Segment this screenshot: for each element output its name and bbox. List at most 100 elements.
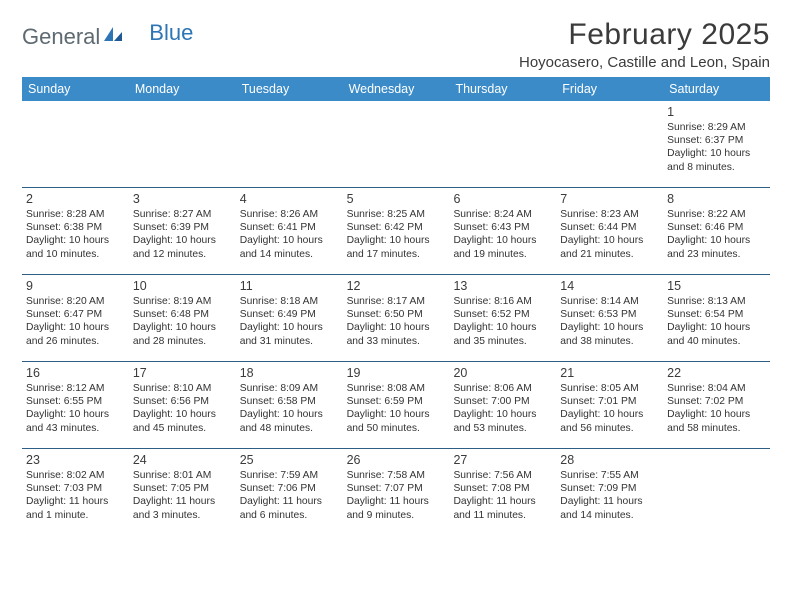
daylight-text: Daylight: 10 hours and 53 minutes. (453, 408, 552, 434)
sunset-text: Sunset: 6:46 PM (667, 221, 766, 234)
daylight-text: Daylight: 10 hours and 31 minutes. (240, 321, 339, 347)
calendar-cell: 21Sunrise: 8:05 AMSunset: 7:01 PMDayligh… (556, 362, 663, 448)
daylight-text: Daylight: 10 hours and 58 minutes. (667, 408, 766, 434)
daylight-text: Daylight: 10 hours and 17 minutes. (347, 234, 446, 260)
logo: General Blue (22, 18, 193, 50)
calendar-week-row: 1Sunrise: 8:29 AMSunset: 6:37 PMDaylight… (22, 101, 770, 187)
sunset-text: Sunset: 6:37 PM (667, 134, 766, 147)
calendar-cell: 8Sunrise: 8:22 AMSunset: 6:46 PMDaylight… (663, 188, 770, 274)
daylight-text: Daylight: 10 hours and 56 minutes. (560, 408, 659, 434)
calendar-cell: 4Sunrise: 8:26 AMSunset: 6:41 PMDaylight… (236, 188, 343, 274)
day-header: Wednesday (343, 77, 450, 101)
sunset-text: Sunset: 7:09 PM (560, 482, 659, 495)
sail-icon (103, 24, 123, 50)
sunrise-text: Sunrise: 8:18 AM (240, 295, 339, 308)
sunrise-text: Sunrise: 7:58 AM (347, 469, 446, 482)
calendar-cell (22, 101, 129, 187)
daylight-text: Daylight: 11 hours and 1 minute. (26, 495, 125, 521)
calendar-cell: 27Sunrise: 7:56 AMSunset: 7:08 PMDayligh… (449, 449, 556, 535)
sunrise-text: Sunrise: 7:56 AM (453, 469, 552, 482)
day-number: 4 (240, 191, 339, 207)
sunrise-text: Sunrise: 8:04 AM (667, 382, 766, 395)
sunrise-text: Sunrise: 8:23 AM (560, 208, 659, 221)
sunset-text: Sunset: 6:42 PM (347, 221, 446, 234)
calendar-cell: 10Sunrise: 8:19 AMSunset: 6:48 PMDayligh… (129, 275, 236, 361)
day-number: 12 (347, 278, 446, 294)
day-number: 5 (347, 191, 446, 207)
daylight-text: Daylight: 10 hours and 19 minutes. (453, 234, 552, 260)
day-header: Saturday (663, 77, 770, 101)
logo-text-b: Blue (149, 20, 193, 46)
month-title: February 2025 (519, 18, 770, 52)
topbar: General Blue February 2025 Hoyocasero, C… (22, 18, 770, 71)
calendar-cell: 9Sunrise: 8:20 AMSunset: 6:47 PMDaylight… (22, 275, 129, 361)
sunrise-text: Sunrise: 8:05 AM (560, 382, 659, 395)
sunset-text: Sunset: 6:39 PM (133, 221, 232, 234)
header-right: February 2025 Hoyocasero, Castille and L… (519, 18, 770, 71)
calendar-week-row: 9Sunrise: 8:20 AMSunset: 6:47 PMDaylight… (22, 274, 770, 361)
daylight-text: Daylight: 11 hours and 14 minutes. (560, 495, 659, 521)
sunset-text: Sunset: 6:58 PM (240, 395, 339, 408)
calendar-cell: 26Sunrise: 7:58 AMSunset: 7:07 PMDayligh… (343, 449, 450, 535)
sunset-text: Sunset: 7:03 PM (26, 482, 125, 495)
calendar-cell (236, 101, 343, 187)
day-header: Tuesday (236, 77, 343, 101)
day-number: 24 (133, 452, 232, 468)
day-number: 18 (240, 365, 339, 381)
daylight-text: Daylight: 10 hours and 33 minutes. (347, 321, 446, 347)
daylight-text: Daylight: 10 hours and 45 minutes. (133, 408, 232, 434)
calendar-cell: 28Sunrise: 7:55 AMSunset: 7:09 PMDayligh… (556, 449, 663, 535)
sunset-text: Sunset: 7:00 PM (453, 395, 552, 408)
sunrise-text: Sunrise: 8:25 AM (347, 208, 446, 221)
calendar-cell: 6Sunrise: 8:24 AMSunset: 6:43 PMDaylight… (449, 188, 556, 274)
sunset-text: Sunset: 6:59 PM (347, 395, 446, 408)
day-number: 7 (560, 191, 659, 207)
day-number: 16 (26, 365, 125, 381)
sunset-text: Sunset: 7:07 PM (347, 482, 446, 495)
calendar-cell (449, 101, 556, 187)
daylight-text: Daylight: 11 hours and 11 minutes. (453, 495, 552, 521)
day-number: 15 (667, 278, 766, 294)
daylight-text: Daylight: 10 hours and 38 minutes. (560, 321, 659, 347)
daylight-text: Daylight: 10 hours and 28 minutes. (133, 321, 232, 347)
daylight-text: Daylight: 10 hours and 8 minutes. (667, 147, 766, 173)
calendar-cell: 19Sunrise: 8:08 AMSunset: 6:59 PMDayligh… (343, 362, 450, 448)
sunset-text: Sunset: 6:55 PM (26, 395, 125, 408)
sunset-text: Sunset: 6:54 PM (667, 308, 766, 321)
daylight-text: Daylight: 10 hours and 10 minutes. (26, 234, 125, 260)
sunset-text: Sunset: 6:48 PM (133, 308, 232, 321)
calendar-cell: 25Sunrise: 7:59 AMSunset: 7:06 PMDayligh… (236, 449, 343, 535)
calendar: Sunday Monday Tuesday Wednesday Thursday… (22, 77, 770, 535)
sunrise-text: Sunrise: 7:55 AM (560, 469, 659, 482)
day-number: 1 (667, 104, 766, 120)
calendar-cell: 14Sunrise: 8:14 AMSunset: 6:53 PMDayligh… (556, 275, 663, 361)
sunrise-text: Sunrise: 8:27 AM (133, 208, 232, 221)
daylight-text: Daylight: 10 hours and 14 minutes. (240, 234, 339, 260)
sunset-text: Sunset: 7:05 PM (133, 482, 232, 495)
daylight-text: Daylight: 10 hours and 21 minutes. (560, 234, 659, 260)
day-number: 6 (453, 191, 552, 207)
sunset-text: Sunset: 7:01 PM (560, 395, 659, 408)
calendar-cell: 22Sunrise: 8:04 AMSunset: 7:02 PMDayligh… (663, 362, 770, 448)
calendar-cell: 1Sunrise: 8:29 AMSunset: 6:37 PMDaylight… (663, 101, 770, 187)
sunrise-text: Sunrise: 8:28 AM (26, 208, 125, 221)
day-number: 10 (133, 278, 232, 294)
calendar-cell: 12Sunrise: 8:17 AMSunset: 6:50 PMDayligh… (343, 275, 450, 361)
calendar-cell: 7Sunrise: 8:23 AMSunset: 6:44 PMDaylight… (556, 188, 663, 274)
sunrise-text: Sunrise: 8:26 AM (240, 208, 339, 221)
sunset-text: Sunset: 6:41 PM (240, 221, 339, 234)
calendar-page: General Blue February 2025 Hoyocasero, C… (0, 0, 792, 535)
calendar-cell (129, 101, 236, 187)
sunrise-text: Sunrise: 8:12 AM (26, 382, 125, 395)
sunset-text: Sunset: 7:02 PM (667, 395, 766, 408)
sunrise-text: Sunrise: 7:59 AM (240, 469, 339, 482)
calendar-cell: 17Sunrise: 8:10 AMSunset: 6:56 PMDayligh… (129, 362, 236, 448)
calendar-cell: 15Sunrise: 8:13 AMSunset: 6:54 PMDayligh… (663, 275, 770, 361)
calendar-cell (343, 101, 450, 187)
calendar-week-row: 16Sunrise: 8:12 AMSunset: 6:55 PM Dayligh… (22, 361, 770, 448)
day-number: 13 (453, 278, 552, 294)
sunset-text: Sunset: 6:49 PM (240, 308, 339, 321)
sunset-text: Sunset: 7:08 PM (453, 482, 552, 495)
calendar-cell (556, 101, 663, 187)
calendar-cell: 23Sunrise: 8:02 AMSunset: 7:03 PMDayligh… (22, 449, 129, 535)
